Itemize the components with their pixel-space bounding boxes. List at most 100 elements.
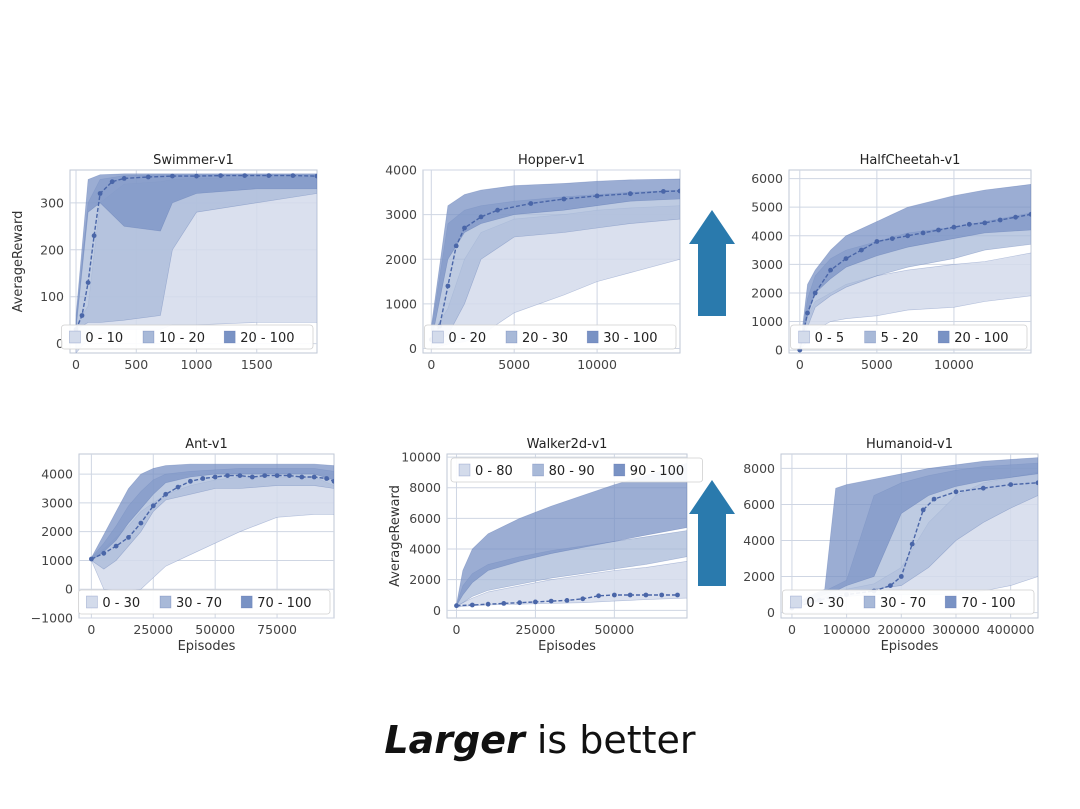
mean-point <box>966 221 972 227</box>
y-tick-label: 0 <box>409 341 417 356</box>
legend-swatch <box>223 330 236 344</box>
legend-entry: 20 - 30 <box>522 331 568 346</box>
mean-point <box>580 596 586 602</box>
caption-emphasis: Larger <box>384 718 525 762</box>
mean-point <box>126 535 131 540</box>
legend: 0 - 30 30 - 70 70 - 100 <box>782 589 1035 615</box>
x-tick-label: 0 <box>72 357 80 372</box>
mean-point <box>1013 214 1018 220</box>
legend-entry: 70 - 100 <box>961 596 1015 611</box>
legend-entry: 0 - 30 <box>102 596 140 611</box>
y-tick-label: 2000 <box>409 572 441 587</box>
band-high <box>75 173 317 330</box>
legend-swatch <box>458 463 471 477</box>
mean-point <box>920 230 926 236</box>
mean-point <box>331 478 334 484</box>
mean-point <box>469 602 475 608</box>
x-tick-label: 1000 <box>181 357 213 372</box>
mean-point <box>97 191 103 196</box>
legend-swatch <box>798 330 810 344</box>
mean-point <box>121 176 127 181</box>
legend-entry: 80 - 90 <box>549 464 595 479</box>
arrows <box>689 210 735 586</box>
mean-point <box>212 474 218 480</box>
chart-title: Walker2d-v1 <box>527 437 608 452</box>
mean-point <box>299 474 305 480</box>
mean-point <box>533 599 538 605</box>
mean-point <box>495 207 500 213</box>
y-tick-label: 1000 <box>751 314 783 329</box>
y-tick-label: 2000 <box>751 285 783 300</box>
y-tick-label: 0 <box>65 582 73 597</box>
y-tick-label: 4000 <box>751 228 783 243</box>
y-axis-label: AverageReward <box>388 485 403 587</box>
mean-point <box>290 173 296 179</box>
mean-point <box>225 473 230 478</box>
mean-point <box>548 598 554 604</box>
chart-6: 0 100000 200000 300000 400000 0 2000 4000 6000 80… <box>743 437 1039 654</box>
legend-entry: 0 - 10 <box>85 331 123 346</box>
caption-rest: is better <box>524 718 696 762</box>
mean-point <box>150 503 156 509</box>
legend-swatch <box>432 330 444 344</box>
x-tick-label: 25000 <box>133 622 173 637</box>
mean-point <box>627 191 633 197</box>
y-tick-label: 10000 <box>401 450 441 465</box>
chart-grid: 0 500 1000 1500 0 100 200 300 Swimmer-v1 AverageR… <box>11 153 1039 654</box>
mean-point <box>1035 480 1038 486</box>
band-high <box>799 183 1031 351</box>
y-tick-label: 3000 <box>41 495 73 510</box>
x-tick-label: 5000 <box>498 357 530 372</box>
y-tick-label: 6000 <box>409 511 441 526</box>
legend-entry: 30 - 100 <box>603 331 657 346</box>
mean-point <box>627 592 633 598</box>
mean-point <box>889 236 895 242</box>
legend-box <box>450 457 704 483</box>
legend-box <box>782 589 1035 615</box>
mean-point <box>453 243 459 249</box>
y-tick-label: 4000 <box>743 533 775 548</box>
chart-title: Humanoid-v1 <box>866 437 953 452</box>
legend-entry: 0 - 20 <box>448 331 486 346</box>
mean-point <box>874 239 880 244</box>
x-tick-label: 100000 <box>823 622 871 637</box>
mean-point <box>980 485 986 491</box>
y-tick-label: 0 <box>767 605 775 620</box>
mean-point <box>266 173 272 179</box>
chart-5: 0 25000 50000 0 2000 4000 6000 8000 10000 Walker2… <box>388 437 704 654</box>
plot-area <box>73 173 317 353</box>
legend-box <box>423 324 677 350</box>
mean-point <box>661 189 666 194</box>
mean-point <box>311 474 317 480</box>
legend-box <box>78 589 331 615</box>
up-arrow-icon <box>689 210 735 316</box>
y-tick-label: 8000 <box>409 480 441 495</box>
mean-point <box>138 520 144 526</box>
legend-entry: 20 - 100 <box>954 331 1008 346</box>
legend: 0 - 80 80 - 90 90 - 100 <box>450 457 704 483</box>
chart-title: HalfCheetah-v1 <box>860 153 961 168</box>
y-tick-label: 0 <box>56 336 64 351</box>
x-tick-label: 10000 <box>577 357 617 372</box>
mean-point <box>175 484 181 490</box>
mean-point <box>936 227 941 233</box>
y-tick-label: 0 <box>433 603 441 618</box>
legend-entry: 20 - 100 <box>240 331 294 346</box>
legend-swatch <box>864 330 876 344</box>
legend: 0 - 10 10 - 20 20 - 100 <box>61 324 314 350</box>
y-tick-label: 8000 <box>743 461 775 476</box>
mean-point <box>812 290 818 296</box>
mean-point <box>920 507 926 513</box>
mean-point <box>188 478 193 484</box>
mean-point <box>314 173 317 179</box>
mean-point <box>931 496 937 502</box>
y-tick-label: 2000 <box>743 569 775 584</box>
y-tick-label: −1000 <box>31 611 73 626</box>
mean-point <box>445 283 451 289</box>
x-tick-label: 50000 <box>195 622 235 637</box>
mean-point <box>997 217 1003 223</box>
y-tick-label: 4000 <box>385 163 417 178</box>
legend-swatch <box>69 330 81 344</box>
legend-swatch <box>944 595 957 609</box>
x-tick-label: 50000 <box>594 622 634 637</box>
